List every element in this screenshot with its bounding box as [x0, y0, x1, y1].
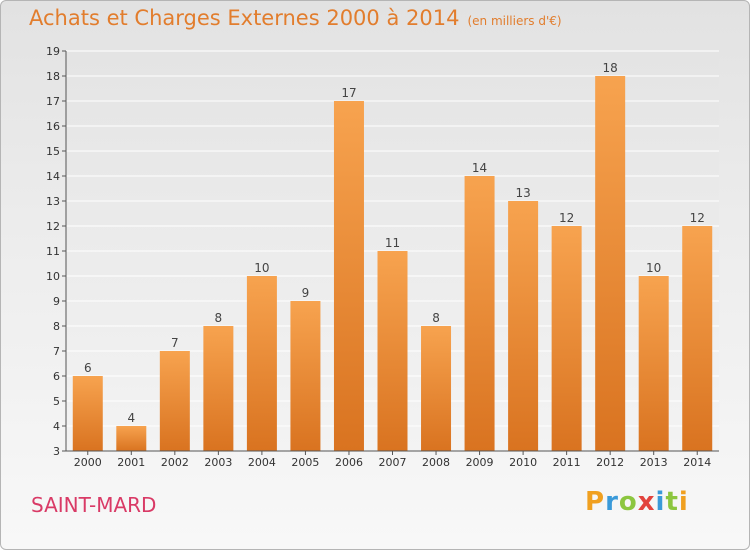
- x-tick-label-2005: 2005: [291, 456, 319, 469]
- y-tick-label: 7: [53, 345, 60, 358]
- y-tick-label: 14: [46, 170, 60, 183]
- data-label-2002: 7: [171, 336, 179, 350]
- data-label-2006: 17: [341, 86, 356, 100]
- bar-2012: [595, 76, 626, 451]
- x-tick-label-2000: 2000: [74, 456, 102, 469]
- bar-2001: [116, 426, 147, 451]
- label-layer: 6 4 7 8 10 9 17 11 8 14 13 12 18 10 12: [84, 61, 705, 425]
- bar-2007: [377, 251, 408, 451]
- data-label-2011: 12: [559, 211, 574, 225]
- data-label-2007: 11: [385, 236, 400, 250]
- bar-2000: [72, 376, 103, 451]
- y-tick-label: 11: [46, 245, 60, 258]
- data-label-2008: 8: [432, 311, 440, 325]
- bar-2013: [638, 276, 669, 451]
- data-label-2003: 8: [215, 311, 223, 325]
- chart-unit: (en milliers d'€): [467, 14, 562, 28]
- y-tick-label: 5: [53, 395, 60, 408]
- bar-2014: [682, 226, 713, 451]
- data-label-2012: 18: [603, 61, 618, 75]
- x-tick-label-2011: 2011: [553, 456, 581, 469]
- proxiti-logo: Proxiti: [585, 487, 689, 517]
- y-tick-label: 19: [46, 45, 60, 58]
- bar-2004: [246, 276, 277, 451]
- y-tick-label: 15: [46, 145, 60, 158]
- x-tick-label-2009: 2009: [466, 456, 494, 469]
- chart-title: Achats et Charges Externes 2000 à 2014 (e…: [29, 6, 562, 30]
- x-tick-label-2001: 2001: [117, 456, 145, 469]
- x-tick-label-2002: 2002: [161, 456, 189, 469]
- x-tick-label-2003: 2003: [204, 456, 232, 469]
- chart-title-text: Achats et Charges Externes 2000 à 2014: [29, 6, 460, 30]
- bar-2009: [464, 176, 495, 451]
- y-tick-label: 8: [53, 320, 60, 333]
- data-label-2001: 4: [127, 411, 135, 425]
- place-name: SAINT-MARD: [31, 493, 157, 517]
- bar-2005: [290, 301, 321, 451]
- y-tick-label: 3: [53, 445, 60, 458]
- data-label-2004: 10: [254, 261, 269, 275]
- y-tick-label: 18: [46, 70, 60, 83]
- bar-2010: [508, 201, 539, 451]
- bar-2011: [551, 226, 582, 451]
- y-tick-label: 4: [53, 420, 60, 433]
- x-tick-label-2010: 2010: [509, 456, 537, 469]
- bar-2003: [203, 326, 234, 451]
- x-tick-label-2013: 2013: [640, 456, 668, 469]
- x-tick-label-2007: 2007: [379, 456, 407, 469]
- axis-layer: 3 4 5 6 7 8 9 10 11 12 13 14 15 16 17 18 19 2000 2001 2002 2…: [46, 45, 719, 469]
- x-tick-label-2012: 2012: [596, 456, 624, 469]
- data-label-2000: 6: [84, 361, 92, 375]
- data-label-2014: 12: [690, 211, 705, 225]
- x-tick-label-2008: 2008: [422, 456, 450, 469]
- bar-2002: [159, 351, 190, 451]
- y-tick-label: 13: [46, 195, 60, 208]
- data-label-2010: 13: [515, 186, 530, 200]
- data-label-2009: 14: [472, 161, 487, 175]
- bar-layer: [72, 76, 713, 451]
- y-tick-label: 9: [53, 295, 60, 308]
- x-tick-label-2004: 2004: [248, 456, 276, 469]
- data-label-2005: 9: [302, 286, 310, 300]
- y-tick-label: 16: [46, 120, 60, 133]
- y-tick-label: 12: [46, 220, 60, 233]
- bar-2006: [333, 101, 364, 451]
- bar-2008: [421, 326, 452, 451]
- y-tick-label: 17: [46, 95, 60, 108]
- y-tick-label: 10: [46, 270, 60, 283]
- data-label-2013: 10: [646, 261, 661, 275]
- x-tick-label-2014: 2014: [683, 456, 711, 469]
- y-tick-label: 6: [53, 370, 60, 383]
- x-tick-label-2006: 2006: [335, 456, 363, 469]
